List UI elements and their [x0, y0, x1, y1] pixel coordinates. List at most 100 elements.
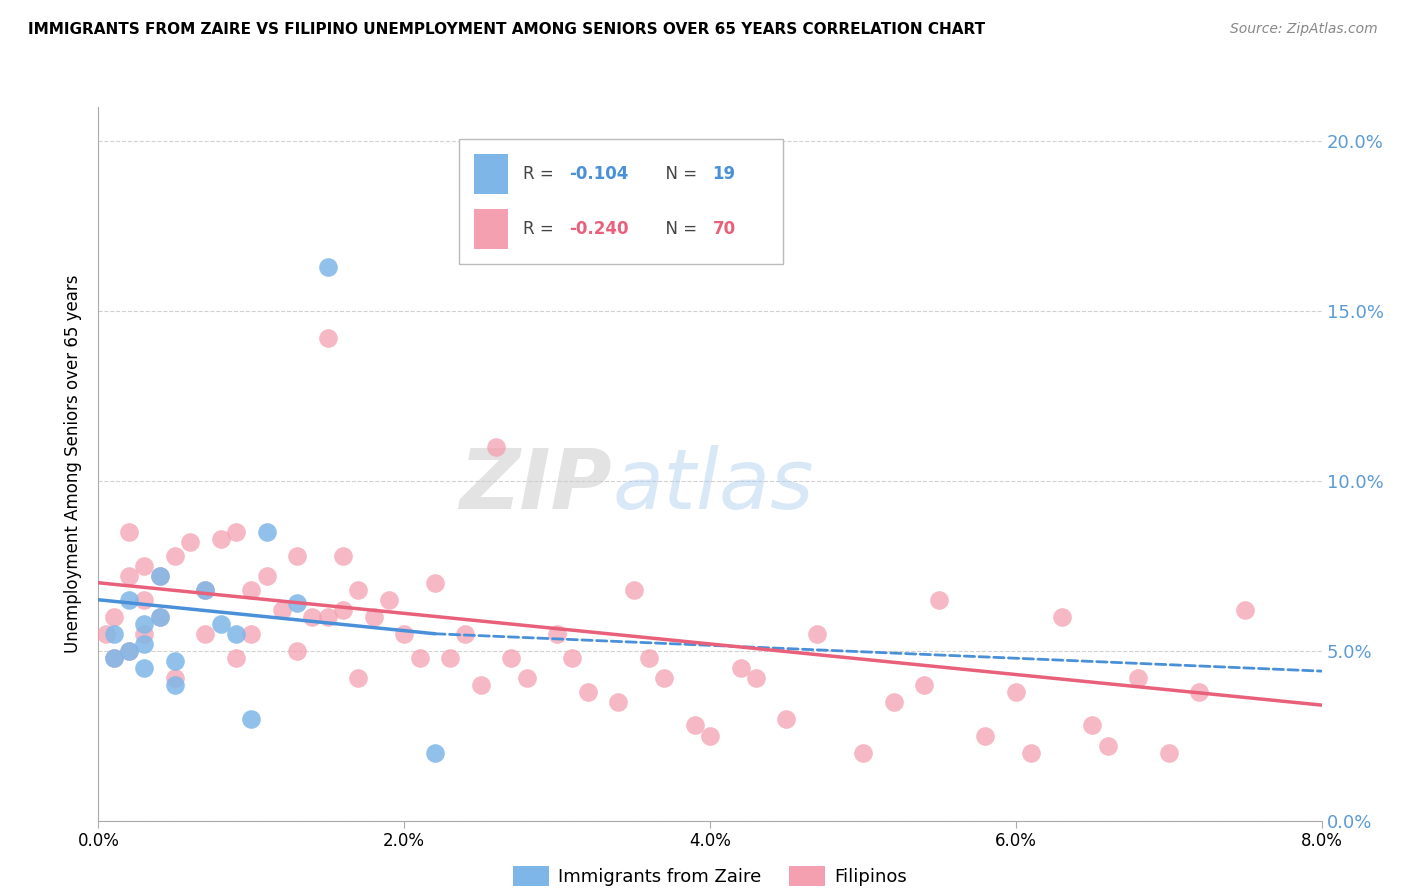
Point: [103, 626, 125, 640]
Point: [439, 650, 461, 665]
Text: 70: 70: [713, 220, 735, 238]
Point: [470, 678, 492, 692]
Point: [256, 569, 278, 583]
Point: [103, 650, 125, 665]
Point: [149, 569, 172, 583]
Point: [285, 596, 308, 610]
Point: [316, 331, 339, 345]
Text: ZIP: ZIP: [460, 445, 612, 525]
Point: [607, 695, 630, 709]
Point: [378, 592, 401, 607]
Point: [163, 671, 186, 685]
Point: [270, 603, 294, 617]
Text: IMMIGRANTS FROM ZAIRE VS FILIPINO UNEMPLOYMENT AMONG SENIORS OVER 65 YEARS CORRE: IMMIGRANTS FROM ZAIRE VS FILIPINO UNEMPL…: [28, 22, 986, 37]
Point: [1188, 684, 1211, 698]
Point: [928, 592, 950, 607]
Point: [775, 712, 797, 726]
Point: [454, 626, 477, 640]
Point: [225, 626, 247, 640]
Point: [806, 626, 828, 640]
Point: [149, 609, 172, 624]
Point: [163, 678, 186, 692]
Point: [1128, 671, 1150, 685]
Point: [103, 650, 125, 665]
Text: atlas: atlas: [612, 445, 814, 525]
Point: [118, 644, 141, 658]
Point: [912, 678, 935, 692]
Point: [163, 654, 186, 668]
Point: [1157, 746, 1180, 760]
Point: [485, 440, 508, 454]
Text: N =: N =: [655, 220, 703, 238]
Point: [1050, 609, 1073, 624]
Point: [134, 626, 156, 640]
Point: [118, 644, 141, 658]
Point: [134, 637, 156, 651]
Point: [347, 582, 370, 597]
FancyBboxPatch shape: [474, 154, 508, 194]
Point: [637, 650, 661, 665]
Point: [209, 616, 232, 631]
Text: Source: ZipAtlas.com: Source: ZipAtlas.com: [1230, 22, 1378, 37]
Point: [225, 650, 247, 665]
Point: [332, 603, 354, 617]
Point: [316, 609, 339, 624]
Point: [852, 746, 875, 760]
Point: [285, 644, 308, 658]
Point: [94, 626, 117, 640]
Point: [745, 671, 768, 685]
Point: [134, 661, 156, 675]
Point: [240, 626, 263, 640]
Point: [134, 616, 156, 631]
Point: [730, 661, 752, 675]
Point: [423, 575, 446, 590]
Point: [561, 650, 583, 665]
Point: [408, 650, 430, 665]
Point: [149, 569, 172, 583]
Point: [179, 535, 201, 549]
Point: [1097, 739, 1119, 753]
Text: -0.104: -0.104: [569, 165, 628, 183]
Text: 19: 19: [713, 165, 735, 183]
Point: [256, 524, 278, 539]
Point: [501, 650, 523, 665]
Point: [134, 592, 156, 607]
Legend: Immigrants from Zaire, Filipinos: Immigrants from Zaire, Filipinos: [506, 858, 914, 892]
FancyBboxPatch shape: [460, 139, 783, 264]
Point: [194, 626, 217, 640]
Point: [974, 729, 997, 743]
Point: [347, 671, 370, 685]
Text: R =: R =: [523, 165, 558, 183]
Point: [652, 671, 675, 685]
Point: [118, 592, 141, 607]
Y-axis label: Unemployment Among Seniors over 65 years: Unemployment Among Seniors over 65 years: [65, 275, 83, 653]
Point: [699, 729, 721, 743]
Point: [1019, 746, 1042, 760]
Point: [1234, 603, 1257, 617]
Point: [392, 626, 416, 640]
Point: [103, 609, 125, 624]
Point: [301, 609, 323, 624]
Point: [576, 684, 599, 698]
Point: [225, 524, 247, 539]
Point: [623, 582, 645, 597]
Point: [240, 712, 263, 726]
Point: [683, 718, 706, 732]
Point: [423, 746, 446, 760]
Point: [285, 549, 308, 563]
FancyBboxPatch shape: [474, 210, 508, 249]
Text: -0.240: -0.240: [569, 220, 628, 238]
Point: [209, 532, 232, 546]
Point: [316, 260, 339, 274]
Point: [194, 582, 217, 597]
Point: [363, 609, 385, 624]
Point: [1004, 684, 1026, 698]
Point: [1081, 718, 1104, 732]
Point: [332, 549, 354, 563]
Point: [194, 582, 217, 597]
Text: N =: N =: [655, 165, 703, 183]
Point: [516, 671, 538, 685]
Point: [240, 582, 263, 597]
Point: [118, 524, 141, 539]
Text: R =: R =: [523, 220, 558, 238]
